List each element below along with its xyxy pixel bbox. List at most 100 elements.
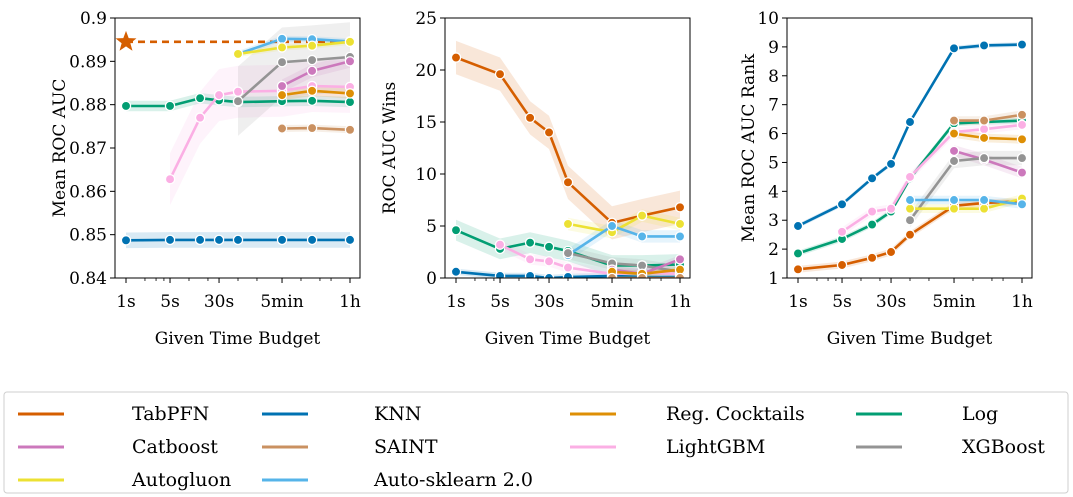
legend: TabPFN KNN Reg. Cocktails Log Catboost SAINT L… [3, 391, 1069, 494]
series-auto-sklearn-2-0 [904, 194, 1028, 210]
legend-entry-saint: SAINT [262, 436, 438, 458]
y-tick-label: 10 [415, 165, 437, 185]
data-point [904, 229, 916, 240]
data-point [494, 270, 506, 278]
legend-entry-lightgbm: LightGBM [570, 436, 765, 458]
data-point [978, 115, 990, 126]
data-point [164, 173, 176, 185]
data-point [1016, 109, 1028, 121]
y-tick-label: 0.84 [69, 269, 107, 289]
data-point [1016, 199, 1028, 210]
data-point [524, 270, 536, 278]
data-point [948, 203, 960, 214]
legend-entry-log: Log [856, 403, 998, 425]
legend-entry-autogluon: Autogluon [18, 469, 231, 491]
y-tick-label: 0.89 [69, 52, 107, 72]
data-point [543, 127, 555, 138]
data-point [450, 52, 462, 63]
data-point [164, 234, 176, 246]
data-point [904, 214, 916, 226]
data-point [866, 173, 878, 184]
y-tick-label: 0.85 [69, 226, 107, 246]
data-point [276, 80, 288, 92]
data-point [1016, 39, 1028, 50]
data-point [1016, 119, 1028, 131]
x-axis-label: Given Time Budget [155, 329, 321, 349]
data-point [344, 56, 356, 67]
data-point [1016, 167, 1028, 178]
data-point [524, 254, 536, 265]
data-point [948, 128, 960, 139]
data-point [232, 95, 244, 107]
x-tick-label: 1h [669, 292, 691, 312]
data-point [276, 42, 288, 53]
data-point [978, 152, 990, 164]
x-axis-label: Given Time Budget [485, 329, 651, 349]
chart-panel-2: 0 5 10 15 20 25 1s 5s 30s 5min 1h Given Time Budget… [380, 9, 691, 349]
data-point [1016, 152, 1028, 164]
legend-label: XGBoost [962, 436, 1045, 458]
x-tick-label: 1s [446, 292, 466, 312]
data-point [306, 95, 318, 107]
legend-label: LightGBM [666, 436, 765, 458]
data-point [543, 241, 555, 253]
data-point [978, 123, 990, 135]
legend-entry-auto-sklearn-2-0: Auto-sklearn 2.0 [262, 469, 533, 491]
legend-label: Catboost [132, 436, 218, 458]
data-point [904, 116, 916, 128]
data-point [904, 171, 916, 183]
data-point [194, 92, 206, 104]
legend-entry-reg-cocktails: Reg. Cocktails [570, 403, 805, 425]
y-tick-label: 8 [768, 67, 779, 87]
y-tick-label: 6 [768, 125, 779, 145]
data-point [836, 199, 848, 210]
data-point [306, 234, 318, 246]
legend-entry-xgboost: XGBoost [856, 436, 1045, 458]
legend-entry-tabpfn: TabPFN [18, 403, 209, 425]
y-tick-label: 20 [415, 61, 437, 81]
plot-area [115, 22, 356, 249]
data-point [866, 206, 878, 217]
series-line [567, 214, 681, 234]
data-point [674, 202, 686, 213]
data-point [213, 89, 225, 101]
data-point [306, 122, 318, 134]
series-line [910, 197, 1023, 210]
y-tick-label: 0.9 [80, 9, 107, 29]
data-point [948, 194, 960, 206]
data-point [344, 96, 356, 108]
data-point [562, 247, 574, 259]
x-tick-label: 1h [1011, 292, 1033, 312]
data-point [276, 123, 288, 134]
legend-label: KNN [374, 403, 421, 425]
data-point [885, 203, 897, 214]
data-point [120, 100, 132, 112]
data-point [866, 219, 878, 230]
series-reg-cocktails [276, 85, 356, 101]
data-point [232, 234, 244, 246]
band-lightgbm [500, 239, 680, 278]
y-axis-label: Mean ROC AUC Rank [739, 53, 759, 242]
axes-frame [786, 17, 1033, 279]
y-axis-label: Mean ROC AUC [50, 79, 70, 218]
data-point [562, 218, 574, 230]
series-line [237, 40, 351, 56]
y-tick-label: 5 [426, 217, 437, 237]
data-point [306, 40, 318, 51]
y-tick-label: 2 [768, 240, 779, 260]
tabpfn-star-marker [115, 30, 137, 51]
x-tick-label: 30s [534, 292, 564, 312]
x-tick-label: 5s [160, 292, 180, 312]
data-point [885, 246, 897, 258]
x-tick-label: 1h [339, 292, 361, 312]
data-point [904, 203, 916, 214]
data-point [948, 43, 960, 54]
plot-area [450, 40, 686, 278]
y-tick-label: 4 [768, 182, 779, 202]
y-tick-label: 0.86 [69, 182, 107, 202]
data-point [948, 145, 960, 157]
series-saint [948, 109, 1028, 126]
data-point [792, 220, 804, 232]
data-point [120, 235, 132, 246]
